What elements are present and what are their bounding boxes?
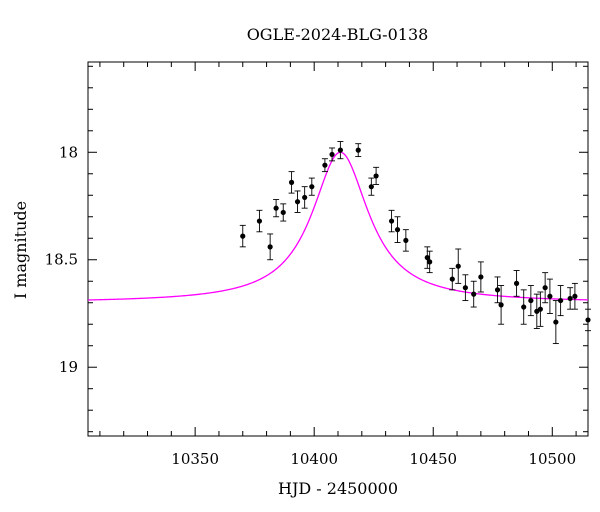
- data-points-layer: [239, 141, 591, 345]
- data-point: [455, 248, 462, 284]
- data-point: [373, 166, 380, 185]
- data-point: [470, 280, 477, 308]
- x-tick-label: 10500: [528, 450, 576, 468]
- data-point: [301, 186, 308, 209]
- data-point: [571, 282, 578, 310]
- data-point: [537, 291, 544, 327]
- data-point: [308, 177, 315, 196]
- data-point: [388, 209, 395, 233]
- chart-title: OGLE-2024-BLG-0138: [247, 25, 429, 44]
- model-curve-layer: [87, 151, 589, 301]
- data-point: [567, 287, 574, 310]
- data-point: [337, 141, 344, 160]
- data-point: [273, 199, 280, 218]
- x-axis-label: HJD - 2450000: [278, 479, 398, 498]
- data-point: [462, 274, 469, 302]
- data-point: [585, 308, 591, 332]
- model-curve: [87, 151, 589, 301]
- plot-frame: [87, 61, 589, 437]
- data-point: [477, 261, 484, 293]
- data-point: [557, 285, 564, 317]
- data-point: [494, 276, 501, 304]
- axis-ticks: [88, 62, 588, 436]
- data-point: [533, 293, 540, 329]
- data-point: [368, 177, 375, 196]
- data-point: [288, 171, 295, 194]
- data-point: [321, 158, 328, 173]
- data-point: [552, 300, 559, 345]
- data-point: [527, 285, 534, 317]
- y-tick-label: 18: [59, 143, 78, 161]
- y-tick-label: 18.5: [45, 251, 78, 269]
- data-point: [239, 224, 246, 248]
- y-tick-label: 19: [59, 358, 78, 376]
- data-point: [546, 278, 553, 314]
- data-point: [520, 289, 527, 325]
- data-point: [449, 267, 456, 291]
- data-point: [267, 233, 274, 261]
- data-point: [498, 285, 505, 325]
- data-point: [355, 143, 362, 158]
- data-point: [256, 209, 263, 233]
- tick-labels-layer: 10350 10400 10450 10500 18 18.5 19: [45, 143, 577, 468]
- x-tick-label: 10400: [290, 450, 338, 468]
- data-point: [542, 272, 549, 304]
- data-point: [294, 190, 301, 213]
- data-point: [394, 216, 401, 244]
- data-point: [329, 147, 336, 162]
- data-point: [402, 229, 409, 252]
- data-point: [513, 270, 520, 297]
- y-axis-label: I magnitude: [11, 201, 30, 299]
- data-point: [426, 250, 433, 274]
- data-point: [280, 203, 287, 222]
- x-tick-label: 10450: [409, 450, 457, 468]
- x-tick-label: 10350: [171, 450, 219, 468]
